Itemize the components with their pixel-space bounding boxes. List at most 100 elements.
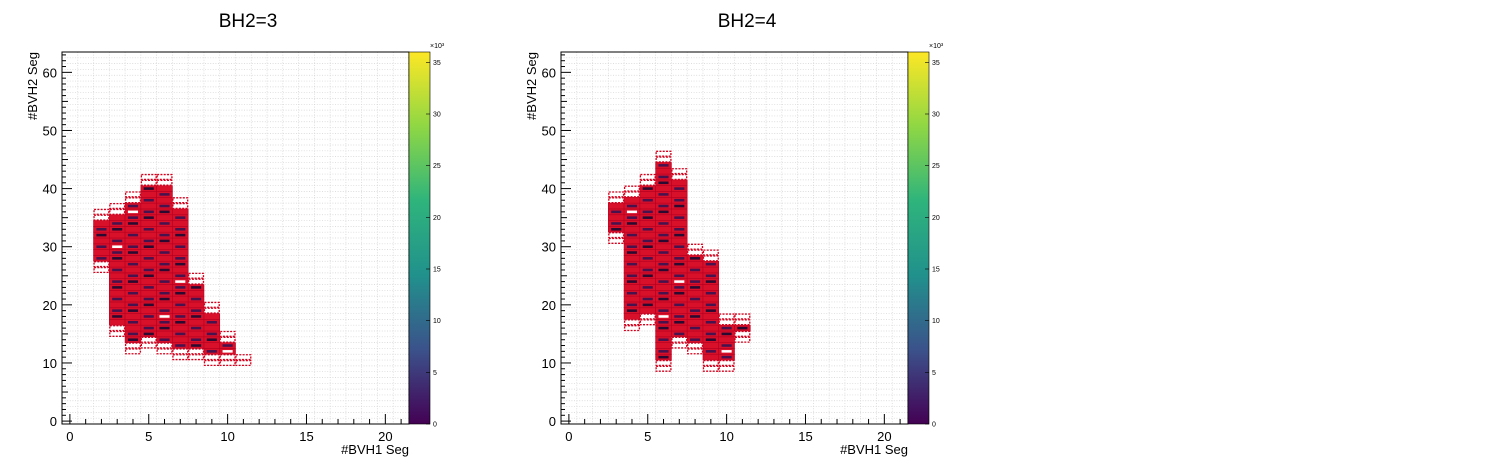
bin-cell-edge	[172, 202, 189, 210]
bin-value-mark	[175, 233, 186, 237]
bin-value-mark	[626, 251, 638, 254]
bin-value-mark	[112, 222, 123, 225]
bin-value-mark	[737, 326, 748, 330]
bin-value-mark	[159, 321, 170, 324]
bin-cell-edge	[687, 348, 704, 355]
bin-cell	[172, 220, 189, 227]
bin-cell	[623, 237, 641, 245]
bin-value-mark	[159, 291, 170, 295]
bin-cell	[671, 220, 688, 227]
bin-value-mark	[206, 321, 217, 324]
bin-cell-edge	[608, 237, 625, 244]
y-tick-label: 60	[542, 65, 556, 80]
bin-value-mark	[127, 262, 139, 266]
bin-value-mark	[175, 315, 186, 318]
bin-value-mark	[690, 257, 701, 260]
bin-cell-edge	[671, 336, 688, 343]
bin-value-mark	[626, 291, 638, 295]
bin-cell-edge	[156, 348, 173, 355]
bin-cell-edge	[639, 173, 656, 181]
bin-value-mark	[127, 338, 139, 341]
bin-value-mark	[705, 338, 716, 341]
bin-value-mark	[705, 280, 716, 283]
bin-cell-edge	[718, 313, 735, 320]
bin-value-mark	[159, 338, 170, 341]
colorbar-tick-label: 5	[932, 370, 936, 377]
bin-cell	[124, 324, 142, 332]
bin-cell	[140, 220, 157, 227]
bin-cell	[639, 307, 656, 314]
bin-cell-edge	[109, 330, 126, 337]
bin-cell	[655, 284, 672, 291]
filled-bins	[608, 150, 751, 372]
bin-value-mark	[674, 280, 685, 283]
bin-cell	[172, 208, 189, 216]
bin-value-mark	[658, 355, 669, 359]
bin-cell-edge	[219, 354, 236, 361]
bin-cell	[639, 260, 656, 268]
y-tick-label: 60	[43, 65, 57, 80]
bin-cell	[140, 319, 157, 326]
bin-cell	[702, 266, 720, 274]
bin-value-mark	[626, 274, 638, 278]
bin-cell	[671, 208, 688, 216]
bin-cell-edge	[702, 249, 719, 256]
bin-value-mark	[96, 245, 107, 248]
bin-value-mark	[611, 228, 622, 231]
bin-cell	[140, 249, 157, 256]
bin-value-mark	[112, 257, 123, 260]
bin-cell	[671, 249, 688, 256]
bin-value-mark	[674, 291, 685, 295]
colorbar-tick-label: 30	[433, 112, 441, 119]
bin-value-mark	[674, 303, 685, 307]
bin-cell	[702, 342, 720, 349]
colorbar-exponent: ×10³	[430, 43, 445, 50]
bin-cell-edge	[655, 365, 672, 372]
bin-value-mark	[642, 297, 653, 301]
bin-cell	[639, 191, 656, 198]
bin-value-mark	[658, 164, 669, 167]
bin-value-mark	[175, 245, 186, 248]
bin-cell	[686, 319, 704, 326]
bin-cell	[156, 185, 173, 192]
bin-value-mark	[626, 222, 638, 225]
bin-value-mark	[658, 175, 669, 179]
bin-cell	[623, 266, 641, 274]
bin-value-mark	[222, 350, 233, 353]
bin-cell-edge	[219, 359, 236, 367]
bin-value-mark	[658, 280, 669, 283]
bin-value-mark	[191, 286, 202, 289]
bin-cell-edge	[734, 330, 751, 337]
bin-value-mark	[674, 257, 685, 260]
bin-value-mark	[626, 210, 638, 214]
bin-cell	[140, 231, 157, 239]
bin-value-mark	[175, 274, 186, 278]
bin-cell	[172, 249, 189, 256]
bin-value-mark	[143, 303, 154, 307]
bin-value-mark	[642, 286, 653, 289]
bin-cell	[655, 342, 672, 349]
colorbar-tick-label: 15	[932, 267, 940, 274]
bin-value-mark	[658, 222, 669, 225]
bin-value-mark	[127, 216, 139, 219]
colorbar-tick-label: 25	[433, 163, 441, 170]
bin-value-mark	[159, 239, 170, 243]
bin-value-mark	[127, 280, 139, 283]
bin-cell	[702, 324, 720, 332]
bin-value-mark	[690, 315, 701, 318]
bin-value-mark	[191, 338, 202, 341]
bin-value-mark	[143, 326, 154, 330]
bin-value-mark	[112, 239, 123, 243]
bin-value-mark	[175, 321, 186, 324]
x-tick-label: 15	[798, 429, 812, 444]
bin-value-mark	[705, 291, 716, 295]
bin-value-mark	[642, 210, 653, 214]
bin-value-mark	[658, 315, 669, 318]
bin-cell	[140, 260, 157, 268]
bin-value-mark	[658, 251, 669, 254]
colorbar-tick-label: 30	[932, 112, 940, 119]
bin-value-mark	[159, 309, 170, 312]
bin-value-mark	[658, 204, 669, 208]
x-axis	[568, 414, 901, 424]
bin-value-mark	[127, 309, 139, 312]
